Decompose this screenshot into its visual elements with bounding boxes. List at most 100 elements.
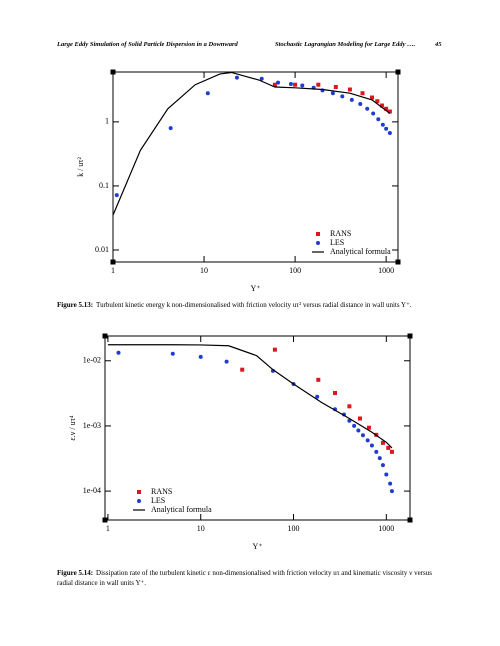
page-number: 45: [435, 41, 442, 48]
x-tick-label: 10: [200, 266, 208, 275]
x-tick-label: 1: [106, 524, 110, 533]
x-tick-label: 100: [289, 266, 301, 275]
data-point: [224, 359, 229, 364]
data-point: [365, 106, 370, 111]
data-point: [369, 443, 374, 448]
data-point: [389, 489, 394, 494]
y-tick-label: 1e-04: [83, 486, 101, 495]
corner-marker: [395, 69, 401, 75]
data-point: [330, 91, 335, 96]
header-left: Large Eddy Simulation of Solid Particle …: [57, 41, 238, 48]
legend-label: Analytical formula: [330, 247, 391, 256]
data-point: [366, 425, 371, 430]
caption: Figure 5.14: Dissipation rate of the turb…: [57, 568, 447, 588]
data-point: [316, 82, 321, 87]
data-point: [352, 423, 357, 428]
corner-marker: [102, 517, 108, 523]
data-point: [272, 347, 277, 352]
data-point: [293, 82, 298, 87]
legend-swatch: [316, 232, 320, 236]
x-tick-label: 1000: [378, 266, 394, 275]
data-point: [387, 131, 392, 136]
data-point: [357, 416, 362, 421]
analytical-line: [107, 344, 393, 449]
data-point: [234, 75, 239, 80]
data-point: [388, 481, 393, 486]
data-point: [380, 440, 385, 445]
data-point: [116, 350, 121, 355]
header-right: Stochastic Lagrangian Modeling for Large…: [275, 41, 416, 48]
data-point: [386, 445, 391, 450]
caption-label: Figure 5.14:: [57, 569, 94, 577]
data-point: [333, 391, 338, 396]
data-point: [315, 394, 320, 399]
corner-marker: [407, 517, 413, 523]
data-point: [240, 367, 245, 372]
data-point: [114, 193, 119, 198]
data-point: [347, 404, 352, 409]
data-point: [168, 126, 173, 131]
data-point: [316, 377, 321, 382]
data-point: [333, 84, 338, 89]
data-point: [384, 126, 389, 131]
data-point: [384, 106, 389, 111]
data-point: [259, 76, 264, 81]
data-point: [276, 80, 281, 85]
legend-label: RANS: [151, 487, 172, 496]
legend-swatch: [137, 499, 141, 503]
caption: Figure 5.13: Turbulent kinetic energy k n…: [57, 300, 447, 310]
y-axis-label: ε.ν / uτ⁴: [68, 415, 77, 440]
legend-swatch: [316, 241, 320, 245]
y-tick-label: 0.1: [99, 181, 109, 190]
x-tick-label: 1: [111, 266, 115, 275]
plot-frame: [112, 71, 399, 263]
data-point: [198, 354, 203, 359]
legend-label: RANS: [330, 229, 351, 238]
analytical-line: [112, 71, 391, 216]
legend-swatch: [137, 490, 141, 494]
x-tick-label: 1000: [378, 524, 394, 533]
data-point: [365, 438, 370, 443]
data-point: [371, 111, 376, 116]
data-point: [358, 101, 363, 106]
legend-label: Analytical formula: [151, 505, 212, 514]
legend-label: LES: [330, 238, 344, 247]
plot-frame: [104, 335, 411, 521]
data-point: [370, 95, 375, 100]
data-point: [374, 449, 379, 454]
data-point: [300, 83, 305, 88]
data-point: [375, 99, 380, 104]
x-tick-label: 100: [288, 524, 300, 533]
y-axis-label: k / uτ²: [76, 156, 85, 176]
data-point: [360, 91, 365, 96]
data-point: [272, 82, 277, 87]
data-point: [356, 428, 361, 433]
y-tick-label: 0.01: [95, 245, 109, 254]
y-tick-label: 1e-03: [83, 421, 101, 430]
data-point: [360, 433, 365, 438]
data-point: [380, 463, 385, 468]
data-point: [205, 91, 210, 96]
x-axis-label: Y⁺: [251, 284, 261, 293]
y-tick-label: 1e-02: [83, 356, 101, 365]
data-point: [379, 103, 384, 108]
data-point: [376, 117, 381, 122]
caption-label: Figure 5.13:: [57, 301, 94, 309]
x-axis-label: Y⁺: [253, 542, 263, 551]
corner-marker: [395, 259, 401, 265]
data-point: [170, 351, 175, 356]
data-point: [288, 81, 293, 86]
caption-text: Dissipation rate of the turbulent kineti…: [57, 569, 432, 587]
y-tick-label: 1: [105, 117, 109, 126]
data-point: [347, 87, 352, 92]
caption-text: Turbulent kinetic energy k non-dimension…: [96, 301, 412, 309]
data-point: [387, 109, 392, 114]
x-tick-label: 10: [197, 524, 205, 533]
corner-marker: [102, 333, 108, 339]
legend-label: LES: [151, 496, 165, 505]
data-point: [384, 472, 389, 477]
data-point: [380, 122, 385, 127]
data-point: [377, 456, 382, 461]
